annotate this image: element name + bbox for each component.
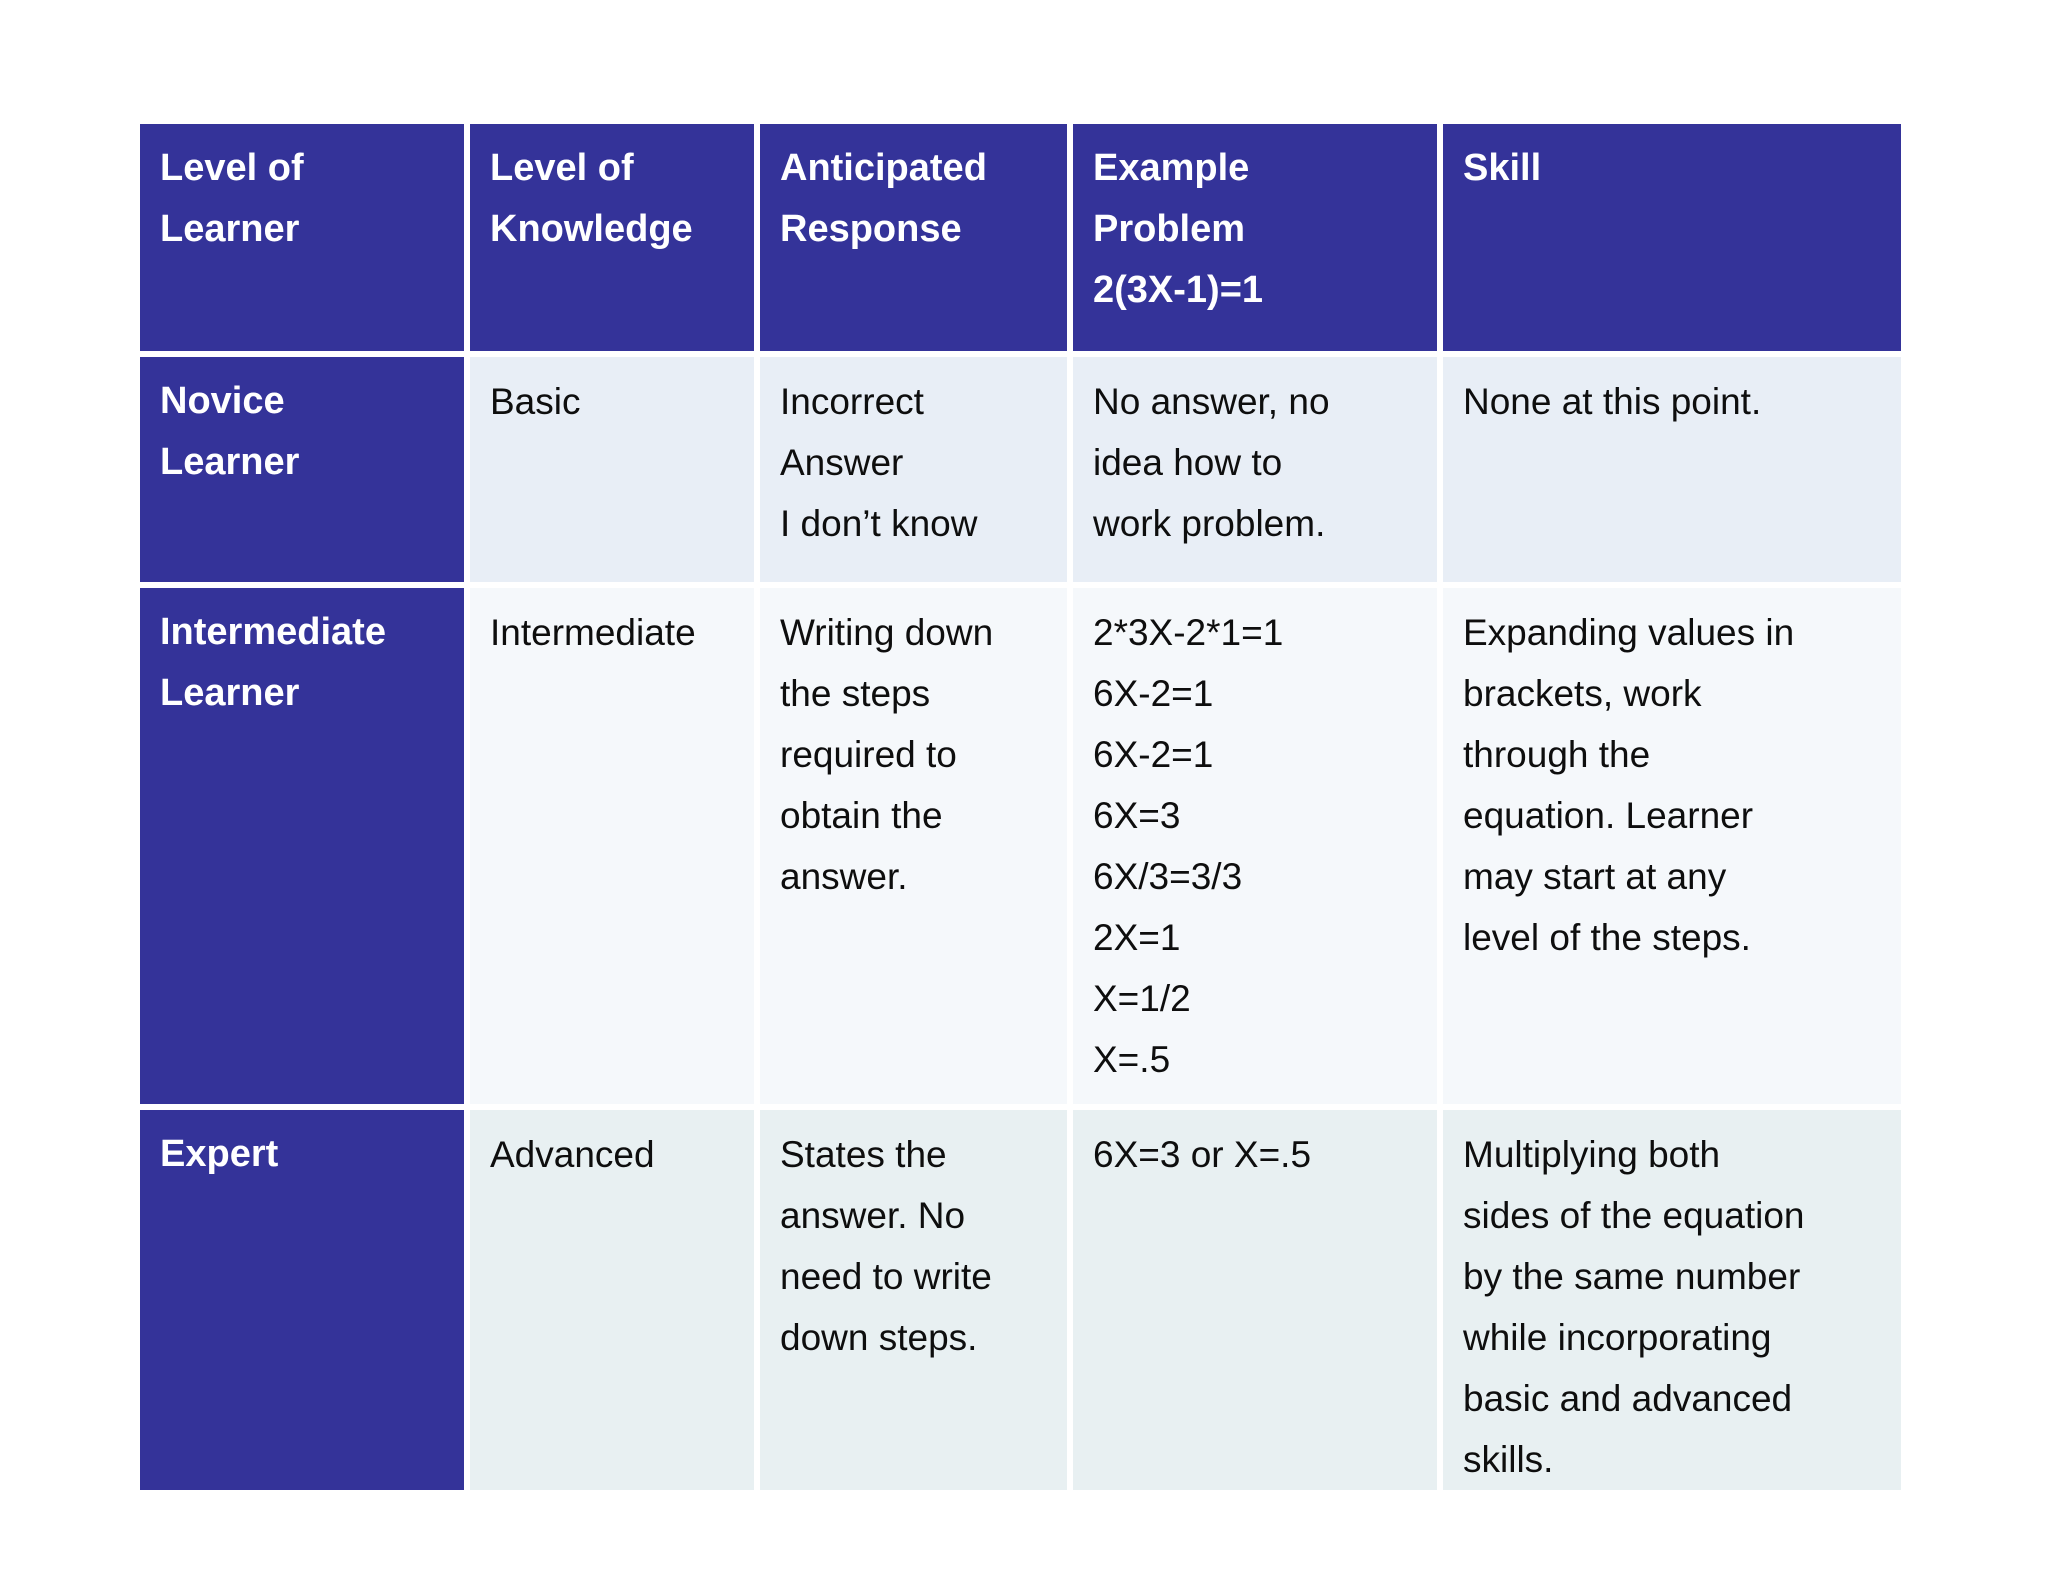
cell-example-intermediate: 2*3X-2*1=1 6X-2=1 6X-2=1 6X=3 6X/3=3/3 2…: [1073, 588, 1437, 1104]
cell-response-expert: States the answer. No need to write down…: [760, 1110, 1067, 1490]
header-anticipated-response: Anticipated Response: [760, 124, 1067, 351]
cell-learner-intermediate: Intermediate Learner: [140, 588, 464, 1104]
cell-knowledge-novice: Basic: [470, 357, 754, 582]
cell-learner-novice: Novice Learner: [140, 357, 464, 582]
cell-response-novice: Incorrect Answer I don’t know: [760, 357, 1067, 582]
cell-example-novice: No answer, no idea how to work problem.: [1073, 357, 1437, 582]
cell-learner-expert: Expert: [140, 1110, 464, 1490]
cell-skill-novice: None at this point.: [1443, 357, 1901, 582]
cell-skill-expert: Multiplying both sides of the equation b…: [1443, 1110, 1901, 1490]
cell-skill-intermediate: Expanding values in brackets, work throu…: [1443, 588, 1901, 1104]
cell-knowledge-expert: Advanced: [470, 1110, 754, 1490]
cell-response-intermediate: Writing down the steps required to obtai…: [760, 588, 1067, 1104]
header-skill: Skill: [1443, 124, 1901, 351]
learner-levels-table: Level of Learner Level of Knowledge Anti…: [140, 124, 1901, 1490]
cell-knowledge-intermediate: Intermediate: [470, 588, 754, 1104]
header-level-of-learner: Level of Learner: [140, 124, 464, 351]
header-level-of-knowledge: Level of Knowledge: [470, 124, 754, 351]
header-example-problem: Example Problem 2(3X-1)=1: [1073, 124, 1437, 351]
cell-example-expert: 6X=3 or X=.5: [1073, 1110, 1437, 1490]
